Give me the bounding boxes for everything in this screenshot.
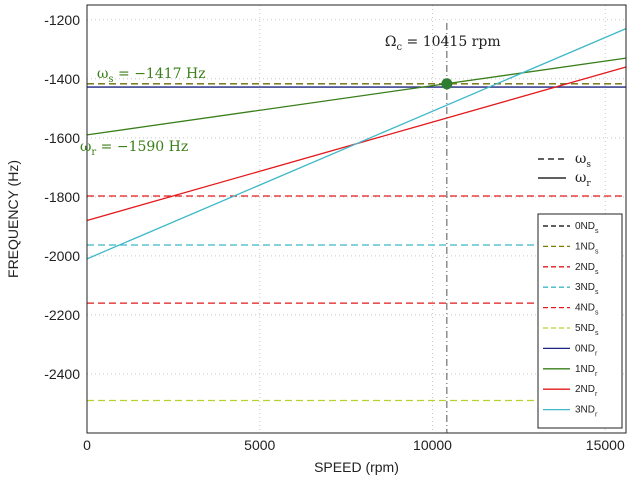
series-line-1nd-r xyxy=(86,57,627,136)
y-tick-label: -1200 xyxy=(44,12,80,28)
y-tick-label: -2400 xyxy=(44,366,80,382)
axis-ticks: 0 5000 10000 15000 -1200 -1400 -1600 -1800 -2000… xyxy=(44,12,625,453)
legend-entry-label: 1NDr xyxy=(575,364,598,378)
y-tick-label: -2000 xyxy=(44,248,80,264)
x-tick-label: 5000 xyxy=(244,437,275,453)
legend-entry-label: 1NDs xyxy=(575,241,599,255)
legend: 0NDs 1NDs 2NDs 3NDs 4NDs 5NDs 0NDr 1NDr 2NDr 3NDr xyxy=(537,213,623,429)
legend-box xyxy=(537,213,623,429)
legend-entry-label: 0NDr xyxy=(575,343,598,357)
legend-entry-label: 2NDr xyxy=(575,384,598,398)
legend-entry-label: 5NDs xyxy=(575,323,599,337)
y-tick-label: -2200 xyxy=(44,307,80,323)
style-legend-label: ωr xyxy=(575,170,591,189)
y-axis-label: FREQUENCY (Hz) xyxy=(5,160,21,278)
y-tick-label: -1400 xyxy=(44,71,80,87)
legend-entry-label: 0NDs xyxy=(575,221,599,235)
legend-entry-label: 4NDs xyxy=(575,303,599,317)
critical-speed-marker xyxy=(441,78,453,90)
legend-entry-label: 2NDs xyxy=(575,262,599,276)
annotations: Ωc = 10415 rpm ωs = −1417 Hz ωr = −1590 Hz xyxy=(80,34,501,158)
x-tick-label: 15000 xyxy=(586,437,625,453)
ws-annotation: ωs = −1417 Hz xyxy=(97,66,206,85)
x-tick-label: 0 xyxy=(83,437,91,453)
critical-speed-label: Ωc = 10415 rpm xyxy=(385,34,501,53)
wr-annotation: ωr = −1590 Hz xyxy=(80,139,188,158)
series-line-3nd-r xyxy=(86,28,627,260)
x-tick-label: 10000 xyxy=(413,437,452,453)
x-axis-label: SPEED (rpm) xyxy=(314,459,399,475)
y-tick-label: -1600 xyxy=(44,130,80,146)
legend-entry-label: 3NDs xyxy=(575,282,599,296)
plot-frame xyxy=(86,4,627,434)
y-tick-label: -1800 xyxy=(44,189,80,205)
series-layer xyxy=(86,23,627,433)
legend-entry-label: 3NDr xyxy=(575,405,598,419)
style-legend-label: ωs xyxy=(575,151,591,170)
